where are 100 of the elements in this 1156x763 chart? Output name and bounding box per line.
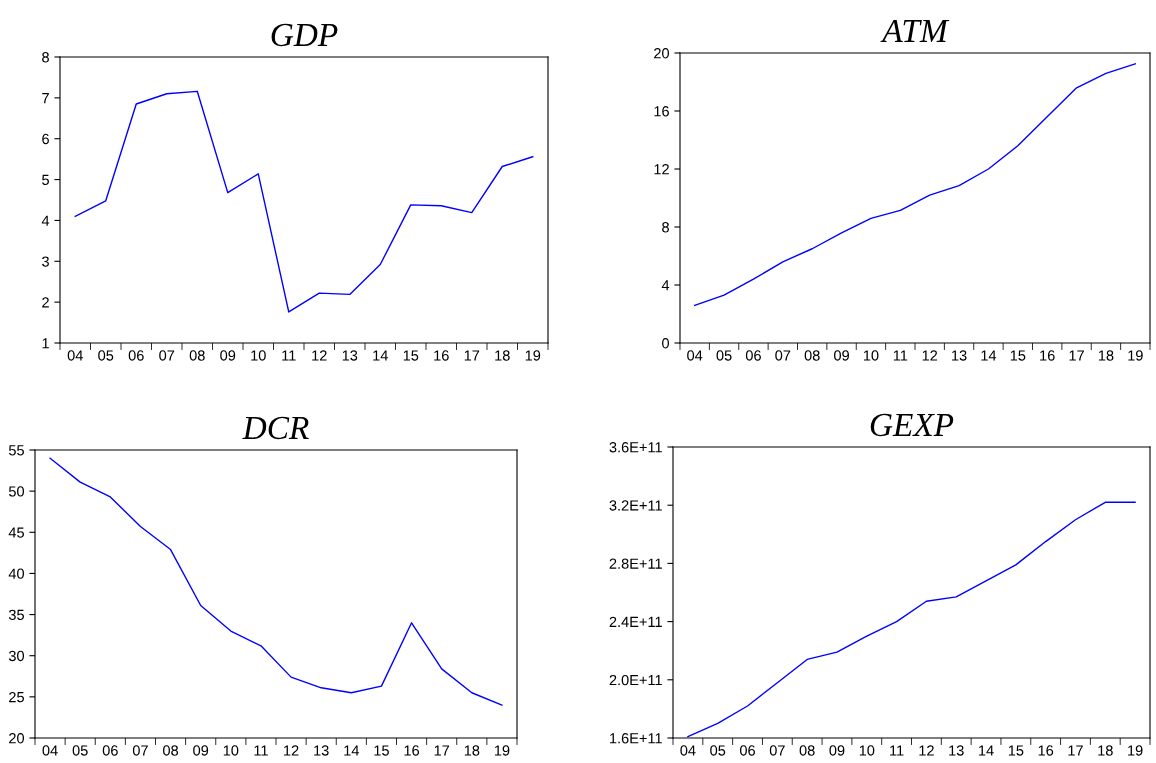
y-tick-label: 2.8E+11	[609, 558, 662, 569]
x-tick-label: 14	[344, 745, 359, 756]
x-tick-label: 17	[434, 745, 450, 756]
line-series	[74, 90, 534, 313]
y-tick-label: 1.6E+11	[610, 733, 662, 744]
x-tick-label: 09	[829, 745, 845, 756]
y-tick-label: 0	[662, 338, 670, 349]
x-tick-label: 19	[1128, 350, 1143, 361]
y-tick-label: 25	[9, 691, 24, 703]
x-tick-label: 11	[893, 350, 908, 361]
x-tick-label: 04	[680, 745, 696, 756]
x-tick-label: 06	[739, 745, 755, 756]
x-tick-label: 08	[799, 745, 815, 756]
x-tick-label: 18	[495, 350, 510, 361]
x-tick-label: 07	[775, 350, 791, 361]
x-tick-label: 16	[1040, 350, 1055, 361]
y-tick-label: 3.2E+11	[609, 500, 662, 511]
y-tick-label: 6	[42, 133, 49, 145]
x-tick-label: 05	[716, 350, 732, 361]
x-tick-label: 17	[1069, 350, 1084, 361]
y-tick-label: 4	[661, 280, 670, 291]
x-tick-label: 11	[890, 745, 904, 756]
chart-title: DCR	[242, 416, 309, 440]
y-tick-label: 7	[42, 93, 49, 104]
y-tick-label: 3.6E+11	[609, 442, 662, 453]
x-tick-label: 12	[919, 745, 934, 756]
x-tick-label: 13	[949, 745, 964, 756]
y-tick-label: 3	[42, 256, 49, 267]
y-tick-label: 8	[42, 52, 49, 63]
x-tick-label: 06	[102, 745, 118, 756]
x-tick-label: 19	[525, 350, 541, 361]
x-tick-label: 18	[464, 745, 480, 756]
x-tick-label: 12	[284, 745, 299, 756]
y-tick-label: 20	[9, 733, 25, 744]
x-tick-label: 12	[922, 350, 938, 361]
x-tick-label: 14	[979, 745, 994, 756]
x-tick-label: 15	[1010, 350, 1026, 361]
x-tick-label: 12	[312, 350, 327, 361]
y-tick-label: 1	[42, 338, 49, 349]
x-tick-label: 14	[981, 350, 997, 361]
x-tick-label: 04	[42, 745, 58, 756]
x-tick-label: 16	[434, 350, 449, 361]
x-tick-label: 16	[404, 745, 420, 756]
x-tick-label: 06	[128, 350, 144, 361]
y-tick-label: 45	[8, 527, 24, 538]
x-tick-label: 04	[687, 350, 703, 361]
x-tick-label: 08	[163, 745, 179, 756]
x-tick-label: 13	[342, 350, 358, 361]
x-tick-label: 06	[745, 350, 761, 361]
x-tick-label: 18	[1098, 745, 1113, 756]
x-tick-label: 15	[1008, 745, 1024, 756]
y-tick-label: 20	[654, 48, 670, 59]
y-tick-label: 55	[8, 445, 24, 456]
chart-title: GDP	[271, 23, 338, 47]
x-tick-label: 05	[72, 745, 88, 756]
y-tick-label: 16	[654, 106, 669, 117]
x-tick-label: 10	[859, 745, 875, 756]
x-tick-label: 19	[1128, 745, 1143, 756]
x-tick-label: 05	[710, 745, 726, 756]
x-tick-label: 04	[67, 350, 83, 361]
x-tick-label: 10	[863, 350, 879, 361]
x-tick-label: 10	[223, 745, 239, 756]
line-series	[693, 63, 1137, 306]
x-tick-label: 07	[159, 350, 175, 361]
x-tick-label: 11	[282, 350, 296, 361]
y-tick-label: 50	[8, 486, 25, 497]
y-tick-label: 2	[42, 297, 49, 308]
x-tick-label: 19	[494, 745, 510, 756]
x-tick-label: 16	[1038, 745, 1054, 756]
y-tick-label: 30	[8, 650, 25, 662]
x-tick-label: 14	[373, 350, 388, 361]
y-tick-label: 5	[42, 174, 49, 185]
line-series	[49, 457, 503, 706]
x-tick-label: 15	[403, 350, 419, 361]
y-tick-label: 12	[654, 164, 669, 175]
y-tick-label: 2.4E+11	[609, 616, 662, 627]
x-tick-label: 08	[804, 350, 820, 361]
x-tick-label: 09	[834, 350, 849, 361]
y-tick-label: 8	[662, 222, 669, 233]
y-tick-label: 35	[8, 609, 24, 620]
x-tick-label: 13	[952, 350, 967, 361]
y-tick-label: 40	[8, 568, 25, 579]
x-tick-label: 09	[193, 745, 209, 756]
x-tick-label: 18	[1098, 350, 1114, 361]
x-tick-label: 17	[1068, 745, 1083, 756]
x-tick-label: 15	[374, 745, 389, 756]
x-tick-label: 08	[189, 350, 205, 361]
x-tick-label: 05	[98, 350, 114, 361]
y-tick-label: 2.0E+11	[609, 674, 662, 686]
line-series	[687, 501, 1136, 738]
x-tick-label: 13	[314, 745, 329, 756]
x-tick-label: 07	[769, 745, 785, 756]
x-tick-label: 09	[220, 350, 236, 361]
x-tick-label: 07	[132, 745, 148, 756]
x-tick-label: 17	[464, 350, 480, 361]
chart-title: ATM	[880, 19, 950, 42]
y-tick-label: 4	[41, 215, 50, 226]
chart-title: GEXP	[870, 413, 954, 437]
x-tick-label: 10	[251, 350, 266, 361]
x-tick-label: 11	[254, 745, 268, 756]
